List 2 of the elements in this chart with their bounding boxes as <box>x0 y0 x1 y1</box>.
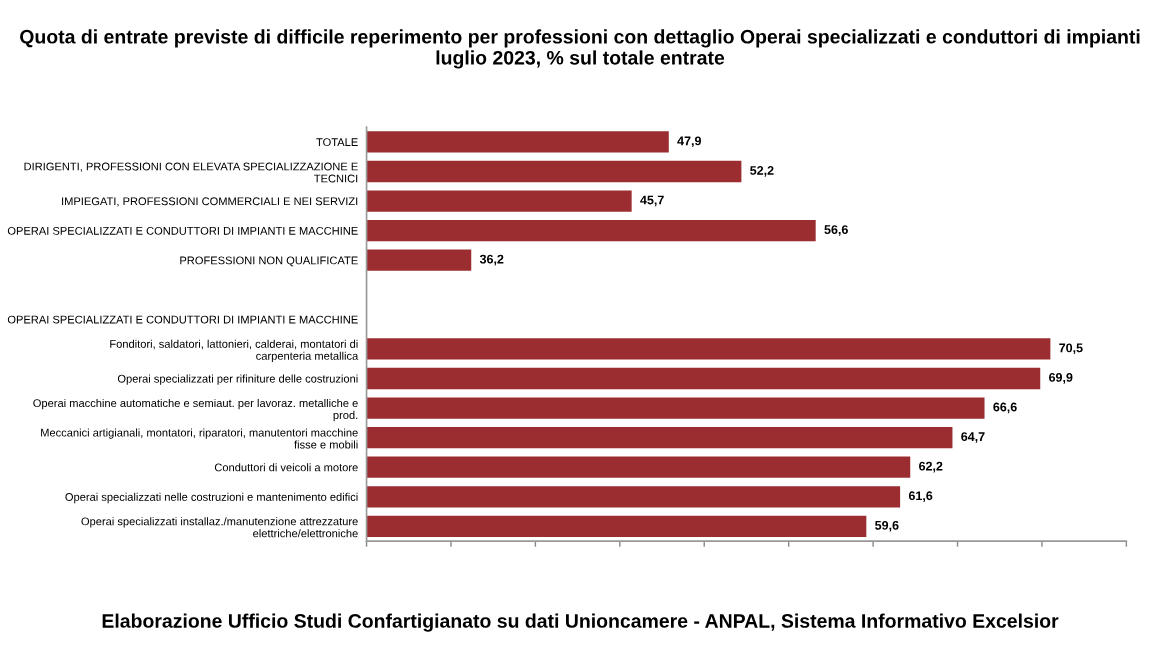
text: Elaborazione Ufficio Studi Confartigianato su dati Unioncamere - ANPAL, Sistema Informativo Excelsior <box>102 613 1059 632</box>
chart-title: Quota di entrate previste di difficile reperimento per professioni con dettaglio Operai specializzati e conduttori di impianti luglio 2023, % sul totale entrate <box>20 29 1140 69</box>
